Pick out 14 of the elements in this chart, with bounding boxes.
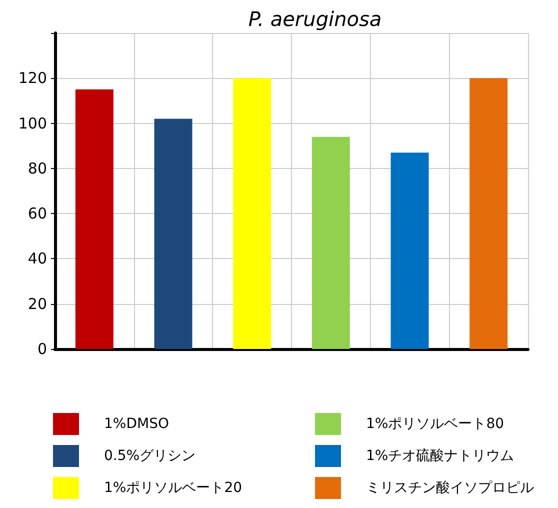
legend-label: 1%DMSO [104, 416, 169, 432]
legend-label: 1%チオ硫酸ナトリウム [366, 448, 514, 464]
y-tick-label: 60 [28, 204, 47, 223]
y-tick-label: 40 [28, 250, 47, 268]
y-tick-label: 20 [28, 294, 47, 313]
legend-label: 1%ポリソルベート20 [104, 480, 242, 496]
legend-label: ミリスチン酸イソプロピル [366, 480, 534, 496]
legend-label: 0.5%グリシン [104, 448, 196, 464]
y-tick-label: 0 [37, 340, 47, 358]
y-tick-label: 120 [18, 69, 47, 88]
y-tick-label: 100 [18, 114, 47, 132]
legend-label: 1%ポリソルベート80 [366, 416, 504, 432]
y-tick-label: 80 [28, 159, 47, 178]
chart-title: P. aeruginosa [248, 7, 382, 31]
